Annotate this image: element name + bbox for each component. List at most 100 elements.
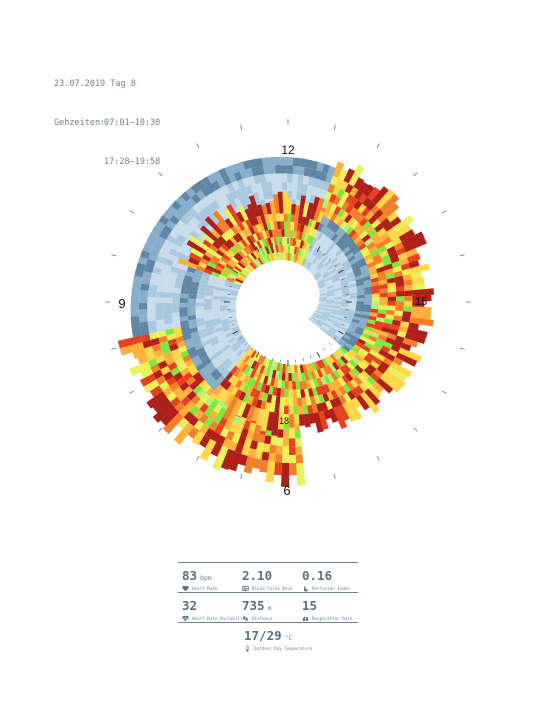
spiral-segment <box>258 174 267 184</box>
spiral-segment <box>183 225 194 235</box>
spiral-segment <box>304 242 310 251</box>
spiral-segment <box>309 194 316 204</box>
spiral-segment <box>353 376 363 386</box>
spiral-segment <box>211 314 221 320</box>
spiral-segment <box>221 323 231 330</box>
spiral-segment <box>401 268 412 276</box>
spiral-segment <box>189 367 200 377</box>
spiral-segment <box>334 292 343 296</box>
spiral-segment <box>242 268 251 275</box>
spiral-segment <box>160 244 171 254</box>
spiral-segment <box>213 345 223 354</box>
spiral-segment <box>253 241 260 250</box>
spiral-segment <box>328 268 337 275</box>
spiral-segment <box>216 280 225 286</box>
spiral-segment <box>310 246 317 255</box>
spiral-segment <box>156 324 166 332</box>
spiral-segment <box>263 165 271 175</box>
spiral-segment <box>344 316 353 322</box>
spiral-segment <box>131 329 142 338</box>
spiral-segment <box>243 237 251 246</box>
spiral-segment <box>345 204 354 214</box>
spiral-segment <box>326 285 335 290</box>
spiral-segment <box>341 374 350 385</box>
spiral-segment <box>138 302 148 310</box>
spiral-segment <box>280 388 285 398</box>
spiral-segment <box>180 215 191 226</box>
spiral-segment <box>160 268 170 277</box>
spiral-segment <box>159 380 170 391</box>
spiral-segment <box>227 336 236 344</box>
spiral-segment <box>356 304 364 309</box>
spiral-segment <box>203 309 212 314</box>
spiral-segment <box>210 368 220 378</box>
spiral-segment <box>220 296 229 300</box>
spiral-segment <box>338 385 347 396</box>
spiral-segment <box>191 430 205 446</box>
spiral-segment <box>312 257 319 265</box>
spiral-segment <box>220 448 235 471</box>
spiral-segment <box>172 292 182 299</box>
spiral-segment <box>288 397 294 407</box>
spiral-segment <box>179 297 189 303</box>
spiral-segment <box>227 398 243 422</box>
spiral-segment <box>311 315 319 321</box>
spiral-segment <box>388 348 398 358</box>
spiral-segment <box>137 256 148 266</box>
spiral-segment <box>368 312 378 318</box>
spiral-segment <box>360 268 370 275</box>
spiral-segment <box>313 270 321 278</box>
clock-tick <box>316 246 321 252</box>
spiral-segment <box>252 250 260 259</box>
spiral-segment <box>321 199 330 209</box>
spiral-segment <box>360 317 369 323</box>
spiral-segment <box>238 195 247 206</box>
spiral-segment <box>325 303 334 306</box>
spiral-segment <box>259 223 266 232</box>
spiral-segment <box>325 331 333 338</box>
spiral-segment <box>211 342 221 350</box>
spiral-segment <box>231 433 241 444</box>
spiral-segment <box>268 452 276 462</box>
spiral-segment <box>322 209 330 219</box>
spiral-segment <box>330 175 339 186</box>
spiral-segment <box>369 273 379 280</box>
spiral-segment <box>357 242 367 252</box>
spiral-segment <box>345 351 355 360</box>
spiral-segment <box>337 376 347 387</box>
spiral-segment <box>281 236 286 245</box>
spiral-segment <box>227 228 236 237</box>
spiral-segment <box>333 303 342 307</box>
spiral-segment <box>318 394 326 404</box>
spiral-segment <box>243 266 252 274</box>
spiral-segment <box>315 240 323 249</box>
spiral-segment <box>265 229 271 239</box>
spiral-segment <box>157 330 167 338</box>
spiral-segment <box>334 249 343 257</box>
spiral-segment <box>167 361 178 371</box>
spiral-segment <box>276 221 282 230</box>
spiral-segment <box>389 232 400 242</box>
spiral-segment <box>235 278 244 284</box>
spiral-segment <box>178 406 190 418</box>
spiral-segment <box>296 255 301 264</box>
spiral-segment <box>347 340 356 348</box>
spiral-segment <box>167 338 178 347</box>
spiral-segment <box>386 227 397 237</box>
spiral-segment <box>241 220 249 230</box>
spiral-segment <box>358 193 368 204</box>
stat-distance: 735 m Distance <box>238 593 298 622</box>
spiral-segment <box>266 181 273 191</box>
spiral-segment <box>314 249 321 257</box>
spiral-segment <box>286 157 294 166</box>
spiral-segment <box>191 193 202 204</box>
spiral-segment <box>291 253 295 262</box>
spiral-segment <box>146 391 167 409</box>
spiral-segment <box>216 434 226 446</box>
spiral-segment <box>167 276 177 283</box>
spiral-segment <box>280 244 284 253</box>
spiral-segment <box>320 189 328 200</box>
spiral-segment <box>359 264 369 272</box>
spiral-segment <box>334 397 343 407</box>
spiral-segment <box>333 195 342 206</box>
